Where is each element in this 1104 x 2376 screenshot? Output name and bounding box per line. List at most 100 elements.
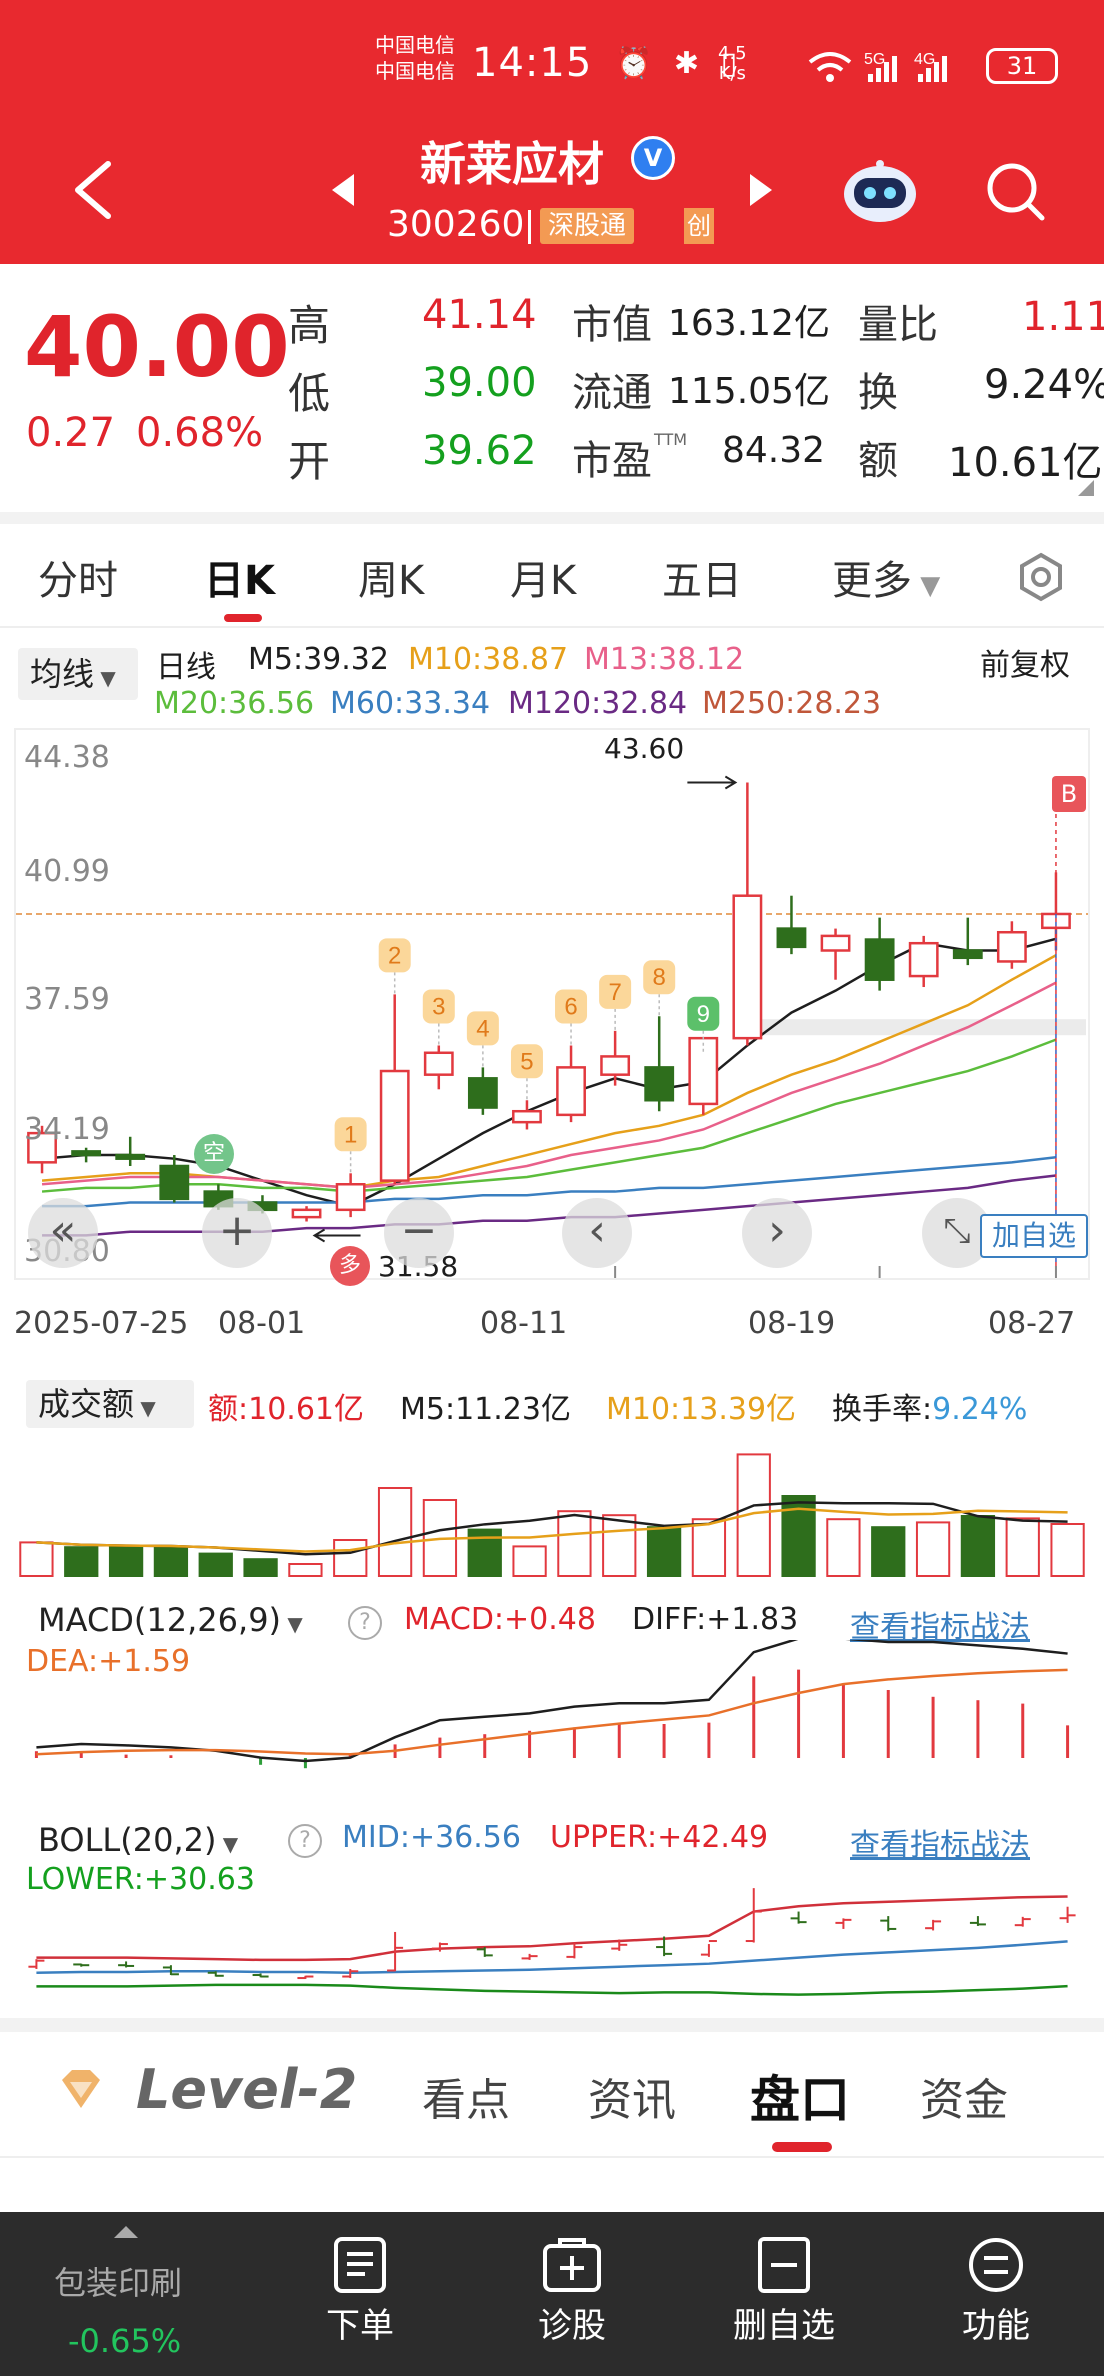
speed-value: 4.5: [718, 43, 747, 64]
boll-mid-line: [36, 1940, 1068, 1975]
volume-chart[interactable]: [14, 1430, 1090, 1580]
nine-turn-badge: [599, 974, 632, 1009]
add-watchlist-button[interactable]: 加自选: [980, 1214, 1088, 1258]
settings-icon[interactable]: [1016, 552, 1066, 602]
tab-more[interactable]: 更多 ▼: [832, 548, 940, 606]
help-icon[interactable]: ?: [348, 1606, 382, 1640]
help-icon[interactable]: ?: [288, 1824, 322, 1858]
nine-turn-label-6: 6: [564, 993, 577, 1020]
volume-bar: [915, 1521, 951, 1577]
mcap-label: 市值: [572, 302, 652, 348]
kline-canvas: 1 2 3 4 5 6 7 8 9: [16, 775, 1088, 1278]
level2-tab[interactable]: Level-2: [136, 2058, 358, 2121]
volume-ratio-value: 1.11: [1022, 294, 1104, 340]
nine-turn-label-4: 4: [476, 1015, 489, 1042]
turnover-rate-value: 9.24%: [932, 1392, 1028, 1427]
nav-order[interactable]: 下单: [300, 2236, 420, 2347]
chevron-down-icon: ▼: [134, 1396, 156, 1420]
volume-indicator-select[interactable]: 成交额 ▼: [26, 1380, 194, 1428]
signal-icons: 5G 4G: [808, 51, 947, 82]
price-change: 0.27: [26, 410, 116, 456]
order-icon: [334, 2237, 386, 2293]
fast-back-button[interactable]: «: [28, 1198, 98, 1268]
tab-five-day[interactable]: 五日: [662, 558, 742, 604]
boll-mid: MID:+36.56: [342, 1820, 521, 1855]
expand-corner-icon[interactable]: [1076, 478, 1096, 498]
robot-assistant-icon[interactable]: [840, 156, 920, 226]
volume-m10-line: [36, 1507, 1068, 1553]
buy-flag[interactable]: B: [1052, 776, 1086, 812]
pe-value: 84.32: [722, 430, 826, 471]
diagnose-icon: [543, 2238, 601, 2292]
candle-body: [467, 1077, 498, 1109]
next-stock-icon[interactable]: [748, 172, 774, 208]
candle-body: [27, 1131, 57, 1164]
boll-chart[interactable]: [14, 1860, 1090, 2010]
zoom-in-button[interactable]: +: [202, 1198, 272, 1268]
chevron-up-icon[interactable]: [112, 2224, 140, 2240]
zoom-out-button[interactable]: −: [384, 1198, 454, 1268]
sector-name[interactable]: 包装印刷: [54, 2264, 183, 2302]
menu-icon: [969, 2238, 1023, 2292]
volume-m10: M10:13.39亿: [606, 1392, 797, 1427]
ma20-label: M20:36.56: [154, 686, 315, 721]
tab-more-label: 更多: [832, 558, 912, 604]
macd-strategy-link[interactable]: 查看指标战法: [850, 1610, 1030, 1645]
tab-capital[interactable]: 资金: [920, 2075, 1008, 2126]
macd-indicator-select[interactable]: MACD(12,26,9) ▼: [26, 1596, 330, 1644]
chevron-down-icon: ▼: [912, 571, 941, 601]
ma60-label: M60:33.34: [330, 686, 491, 721]
network-speed: 4.5 K/s: [718, 44, 747, 84]
status-icons: ⏰ ✱ ▯: [615, 46, 744, 81]
candle-body: [908, 941, 939, 978]
high-arrow-icon: [687, 775, 738, 790]
tab-monthly-k[interactable]: 月K: [510, 558, 577, 604]
back-icon[interactable]: [70, 160, 114, 220]
adjustment-label[interactable]: 前复权: [980, 648, 1070, 683]
boll-strategy-link[interactable]: 查看指标战法: [850, 1828, 1030, 1863]
svg-text:5G: 5G: [864, 51, 885, 68]
active-tab-indicator: [772, 2142, 832, 2152]
price-change-pct: 0.68%: [136, 410, 264, 456]
indicator-select[interactable]: 均线 ▼: [18, 648, 138, 700]
macd-dea: DEA:+1.59: [26, 1644, 191, 1679]
ma13-label: M13:38.12: [584, 642, 745, 677]
kline-chart[interactable]: 1 2 3 4 5 6 7 8 9: [14, 728, 1090, 1280]
amount-value: 10.61亿: [948, 440, 1103, 486]
next-button[interactable]: ›: [742, 1198, 812, 1268]
volume-bar: [602, 1514, 637, 1577]
candle-body: [379, 1069, 410, 1182]
prev-stock-icon[interactable]: [330, 172, 356, 208]
more-signal-flag[interactable]: 多: [330, 1246, 370, 1286]
tab-news[interactable]: 资讯: [588, 2075, 676, 2126]
carrier-1: 中国电信: [375, 33, 455, 57]
nav-remove-watchlist[interactable]: 删自选: [724, 2236, 844, 2347]
volume-bar: [871, 1526, 906, 1577]
prev-button[interactable]: ‹: [562, 1198, 632, 1268]
candle-body: [71, 1150, 102, 1157]
float-label: 流通: [572, 370, 652, 416]
highlight-band: [756, 1019, 1086, 1036]
tab-daily-k[interactable]: 日K: [204, 558, 275, 604]
svg-text:4G: 4G: [914, 51, 935, 68]
empty-signal-flag[interactable]: 空: [194, 1134, 234, 1174]
search-icon[interactable]: [984, 160, 1048, 224]
macd-value: MACD:+0.48: [404, 1602, 596, 1637]
macd-chart[interactable]: [14, 1640, 1090, 1786]
high-mark-label: 43.60: [604, 732, 685, 765]
nav-functions[interactable]: 功能: [936, 2236, 1056, 2347]
tab-intraday[interactable]: 分时: [38, 558, 118, 604]
volume-bar: [243, 1558, 278, 1577]
diamond-icon: [62, 2070, 100, 2108]
tab-highlights[interactable]: 看点: [422, 2075, 510, 2126]
tab-order-book[interactable]: 盘口: [750, 2071, 850, 2129]
tab-weekly-k[interactable]: 周K: [358, 558, 425, 604]
float-value: 115.05亿: [668, 371, 830, 412]
carrier-2: 中国电信: [375, 59, 455, 83]
nav-diagnose[interactable]: 诊股: [512, 2236, 632, 2347]
boll-indicator-select[interactable]: BOLL(20,2) ▼: [26, 1816, 274, 1864]
tabs-divider: [0, 626, 1104, 628]
ma250-label: M250:28.23: [702, 686, 882, 721]
y-tick-2: 40.99: [24, 854, 110, 889]
date-label-4: 08-19: [748, 1306, 836, 1341]
